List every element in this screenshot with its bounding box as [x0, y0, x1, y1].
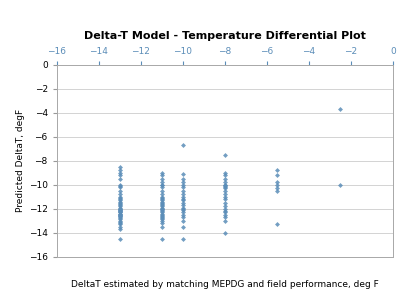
Text: DeltaT estimated by matching MEPDG and field performance, deg F: DeltaT estimated by matching MEPDG and f…	[71, 280, 379, 289]
Title: Delta-T Model - Temperature Differential Plot: Delta-T Model - Temperature Differential…	[84, 31, 366, 40]
Y-axis label: Predicted DeltaT, degF: Predicted DeltaT, degF	[15, 109, 25, 212]
